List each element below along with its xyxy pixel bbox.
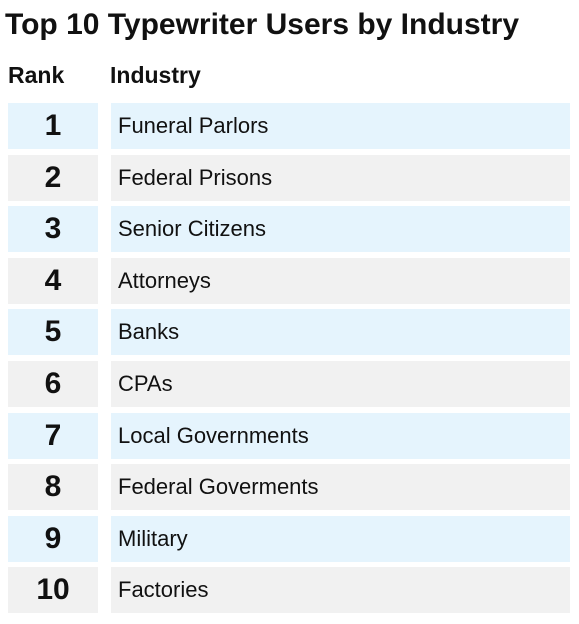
industry-cell: Local Governments [111, 413, 570, 459]
table-row: 10 Factories [0, 567, 579, 613]
chart-title: Top 10 Typewriter Users by Industry [5, 8, 520, 41]
rank-cell: 4 [8, 258, 98, 304]
rank-cell: 2 [8, 155, 98, 201]
table-row: 9 Military [0, 516, 579, 562]
industry-cell: Senior Citizens [111, 206, 570, 252]
table-row: 1 Funeral Parlors [0, 103, 579, 149]
industry-cell: Attorneys [111, 258, 570, 304]
table-row: 6 CPAs [0, 361, 579, 407]
column-header-rank: Rank [8, 62, 65, 88]
table-row: 3 Senior Citizens [0, 206, 579, 252]
industry-cell: Banks [111, 309, 570, 355]
rank-cell: 8 [8, 464, 98, 510]
rank-cell: 10 [8, 567, 98, 613]
table-row: 5 Banks [0, 309, 579, 355]
industry-cell: CPAs [111, 361, 570, 407]
rank-cell: 3 [8, 206, 98, 252]
table-row: 4 Attorneys [0, 258, 579, 304]
industry-cell: Factories [111, 567, 570, 613]
rank-cell: 1 [8, 103, 98, 149]
rank-cell: 5 [8, 309, 98, 355]
industry-cell: Federal Prisons [111, 155, 570, 201]
industry-cell: Funeral Parlors [111, 103, 570, 149]
rank-cell: 7 [8, 413, 98, 459]
industry-cell: Military [111, 516, 570, 562]
table-row: 7 Local Governments [0, 413, 579, 459]
table-row: 2 Federal Prisons [0, 155, 579, 201]
industry-cell: Federal Goverments [111, 464, 570, 510]
column-header-industry: Industry [110, 62, 201, 88]
rank-cell: 9 [8, 516, 98, 562]
table-row: 8 Federal Goverments [0, 464, 579, 510]
rank-cell: 6 [8, 361, 98, 407]
